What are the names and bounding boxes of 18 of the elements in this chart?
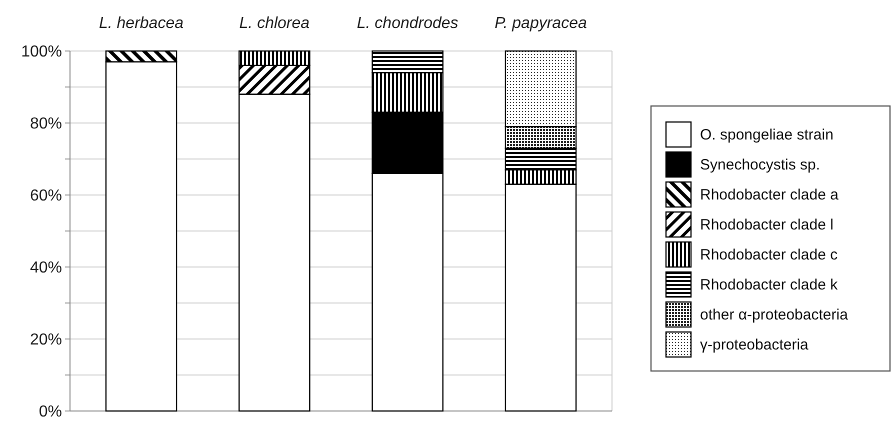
legend-label: Rhodobacter clade k (700, 276, 838, 294)
legend-label: other α-proteobacteria (700, 306, 849, 324)
legend-label: Rhodobacter clade c (700, 246, 838, 264)
y-tick-label: 0% (38, 404, 62, 421)
y-tick-label: 20% (30, 332, 62, 349)
y-tick-label: 40% (30, 260, 62, 277)
x-tick-label: L. chondrodes (356, 15, 458, 32)
x-tick-label: P. papyracea (494, 15, 587, 32)
x-tick-label: L. chlorea (239, 15, 310, 32)
legend-label: O. spongeliae strain (700, 126, 834, 144)
legend-label: γ-proteobacteria (700, 336, 810, 354)
legend-label: Rhodobacter clade a (700, 186, 840, 204)
y-tick-label: 60% (30, 188, 62, 205)
y-tick-label: 80% (30, 116, 62, 133)
legend-label: Synechocystis sp. (700, 156, 820, 174)
legend-label: Rhodobacter clade l (700, 216, 834, 234)
y-tick-label: 100% (21, 44, 62, 61)
x-tick-label: L. herbacea (98, 15, 184, 32)
